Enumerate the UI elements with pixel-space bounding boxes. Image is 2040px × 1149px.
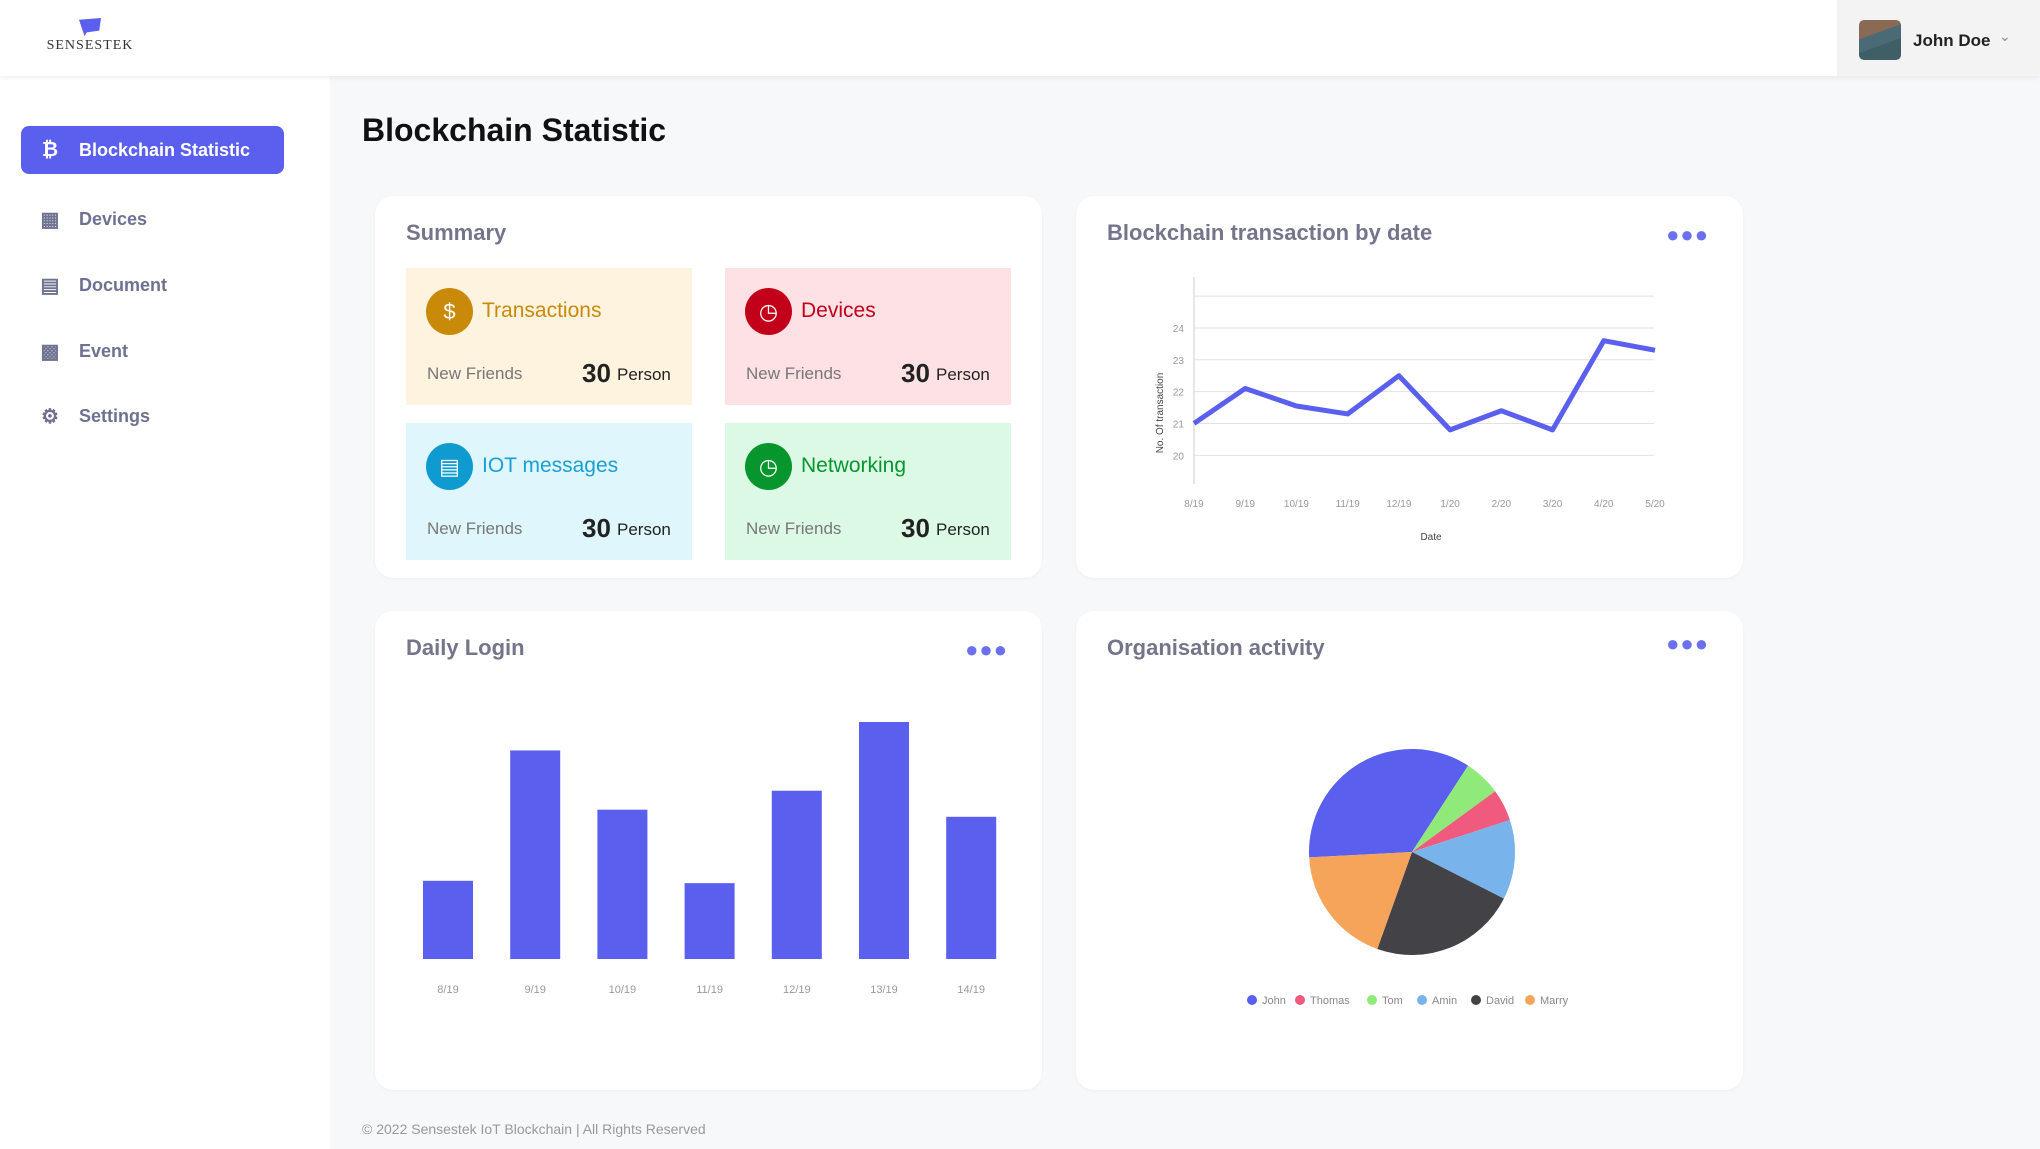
gear-icon: ⚙ — [41, 405, 59, 428]
card-title: Blockchain transaction by date — [1107, 220, 1433, 245]
summary-tile[interactable]: $ Transactions New Friends 30 Person — [406, 268, 692, 405]
chat-icon: ▤ — [426, 443, 473, 490]
card-title: Daily Login — [406, 635, 525, 660]
grid-icon: ▦ — [40, 208, 60, 231]
sidebar-item-label: Devices — [79, 208, 148, 229]
sidebar-item-label: Blockchain Statistic — [79, 139, 251, 160]
tile-title: Devices — [801, 299, 876, 322]
tile-title: IOT messages — [482, 454, 619, 477]
sidebar-item-devices[interactable]: ▦ Devices — [21, 195, 284, 243]
summary-tile[interactable]: ▤ IOT messages New Friends 30 Person — [406, 423, 692, 560]
summary-tile[interactable]: ◷ Networking New Friends 30 Person — [725, 423, 1011, 560]
tile-unit: Person — [617, 520, 671, 539]
tile-label: New Friends — [746, 364, 842, 383]
tile-label: New Friends — [427, 519, 523, 538]
page-title: Blockchain Statistic — [362, 112, 667, 148]
tile-label: New Friends — [746, 519, 842, 538]
bitcoin-icon: ₿ — [41, 138, 59, 161]
tile-unit: Person — [617, 365, 671, 384]
footer-text: © 2022 Sensestek IoT Blockchain | All Ri… — [362, 1121, 706, 1137]
card-title: Summary — [406, 220, 507, 245]
user-menu[interactable]: John Doe ⌄ — [1837, 0, 2040, 76]
tile-unit: Person — [936, 520, 990, 539]
tile-value: 30 — [901, 358, 930, 388]
tile-label: New Friends — [427, 364, 523, 383]
tile-value: 30 — [582, 513, 611, 543]
avatar — [1859, 20, 1901, 60]
organisation-activity-card: Organisation activity ●●● — [1076, 611, 1743, 1090]
tile-unit: Person — [936, 365, 990, 384]
tile-value: 30 — [582, 358, 611, 388]
card-title: Organisation activity — [1107, 635, 1325, 660]
chevron-down-icon: ⌄ — [1999, 28, 2011, 44]
logo[interactable]: SENSESTEK — [40, 14, 140, 64]
sidebar-item-blockchain-statistic[interactable]: ₿ Blockchain Statistic — [21, 126, 284, 174]
more-options-icon[interactable]: ●●● — [1666, 222, 1709, 247]
logo-mark-icon — [79, 18, 101, 36]
sidebar-item-label: Event — [79, 340, 129, 361]
top-header: SENSESTEK John Doe ⌄ — [0, 0, 2040, 76]
calendar-icon: ▩ — [40, 340, 60, 363]
transaction-line-card: Blockchain transaction by date ●●● — [1076, 196, 1743, 578]
sidebar-item-event[interactable]: ▩ Event — [21, 327, 284, 375]
clock-icon: ◷ — [745, 443, 792, 490]
sidebar-item-document[interactable]: ▤ Document — [21, 261, 284, 309]
sidebar-item-label: Document — [79, 274, 168, 295]
tile-value: 30 — [901, 513, 930, 543]
summary-tile[interactable]: ◷ Devices New Friends 30 Person — [725, 268, 1011, 405]
summary-card: Summary $ Transactions New Friends 30 Pe… — [375, 196, 1042, 578]
tile-title: Transactions — [482, 299, 602, 322]
document-icon: ▤ — [40, 274, 60, 297]
sidebar-item-settings[interactable]: ⚙ Settings — [21, 392, 284, 440]
tile-title: Networking — [801, 454, 907, 477]
daily-login-card: Daily Login ●●● — [375, 611, 1042, 1090]
dollar-icon: $ — [426, 288, 473, 335]
more-options-icon[interactable]: ●●● — [965, 637, 1008, 662]
more-options-icon[interactable]: ●●● — [1666, 631, 1709, 656]
clock-icon: ◷ — [745, 288, 792, 335]
user-name: John Doe — [1913, 31, 1991, 50]
sidebar-item-label: Settings — [79, 405, 151, 426]
sidebar: ₿ Blockchain Statistic ▦ Devices ▤ Document… — [0, 76, 330, 1149]
logo-text: SENSESTEK — [46, 38, 134, 53]
